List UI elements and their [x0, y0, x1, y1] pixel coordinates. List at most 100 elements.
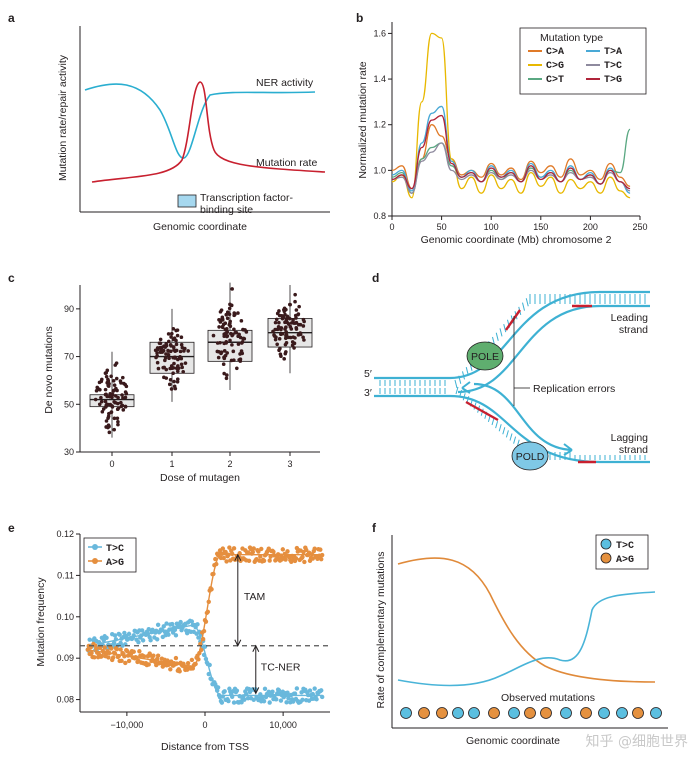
e-point	[261, 699, 267, 704]
c-point	[97, 387, 101, 392]
f-legend-dot	[600, 538, 612, 550]
c-point	[173, 355, 177, 360]
pole-label: POLE	[471, 351, 499, 363]
e-point	[112, 633, 118, 638]
c-point	[155, 360, 160, 365]
c-point	[277, 320, 281, 325]
c-point	[166, 332, 171, 336]
e-point	[161, 624, 166, 629]
f-observed-dot-ag	[488, 707, 500, 719]
c-point	[164, 367, 169, 372]
lagging-label-2: strand	[619, 444, 648, 456]
d-rung	[495, 420, 499, 429]
c-point	[112, 383, 117, 387]
c-point	[123, 390, 128, 394]
b-ytick-label: 1.4	[373, 74, 386, 84]
c-point	[293, 292, 297, 297]
e-point	[293, 556, 299, 561]
c-point	[175, 328, 180, 332]
c-point	[181, 369, 185, 374]
c-point	[240, 351, 245, 356]
c-point	[175, 380, 180, 384]
f-observed-dot-ag	[540, 707, 552, 719]
c-point	[119, 400, 123, 405]
c-point	[277, 313, 282, 318]
panel-b-ticks: 0 50 100 150 200 250 0.8 1.0 1.2 1.4 1.6	[373, 28, 647, 232]
c-point	[108, 394, 112, 399]
panel-e-ticks: 0.08 0.09 0.10 0.11 0.12 −10,000 0 10,000	[56, 529, 296, 730]
b-legend-label: C>T	[546, 75, 564, 86]
c-point	[279, 354, 283, 359]
panel-f: f Rate of complementary mutations Observ…	[372, 521, 668, 747]
c-point	[294, 320, 299, 325]
leading-label: Leading	[611, 312, 649, 324]
panel-e-points	[85, 545, 325, 705]
e-point	[234, 688, 240, 693]
c-point	[286, 335, 291, 340]
e-point	[226, 698, 231, 704]
panel-e-ylabel: Mutation frequency	[35, 577, 47, 667]
c-point	[116, 422, 120, 427]
c-point	[293, 299, 297, 304]
f-observed-dot-ag	[632, 707, 644, 719]
panel-e: e 0.08 0.09 0.10 0.11 0.12 −10,000 0 10,000 TAM…	[8, 521, 330, 753]
d-rung	[459, 389, 463, 398]
d-rung	[454, 379, 458, 389]
c-ytick-label: 90	[64, 304, 74, 314]
c-point	[111, 378, 116, 383]
pole-enzyme	[466, 341, 504, 371]
f-observed-dot-tc	[616, 707, 628, 719]
c-point	[109, 410, 114, 415]
e-point	[173, 655, 179, 661]
e-point	[137, 649, 142, 654]
c-point	[178, 349, 183, 354]
c-point	[106, 423, 111, 427]
c-point	[301, 335, 305, 340]
panel-c-label: c	[8, 271, 15, 285]
e-point	[312, 686, 317, 691]
c-point	[278, 346, 282, 351]
c-point	[163, 358, 167, 363]
e-point	[123, 660, 128, 666]
c-point	[280, 331, 285, 336]
panel-d-label: d	[372, 271, 379, 285]
c-point	[233, 330, 238, 335]
error-marks	[465, 304, 596, 464]
d-rung	[458, 375, 462, 384]
c-point	[106, 379, 111, 383]
c-point	[302, 338, 306, 342]
c-point	[121, 408, 126, 412]
e-point	[126, 631, 132, 637]
leading-template-strand	[449, 290, 650, 380]
d-rung	[455, 386, 459, 395]
c-point	[231, 332, 235, 337]
panel-f-legend	[595, 534, 649, 570]
e-point	[136, 640, 141, 645]
e-point	[164, 621, 169, 626]
e-point	[280, 547, 286, 552]
c-point	[222, 356, 227, 361]
tcner-label: TC-NER	[261, 662, 301, 674]
c-point	[221, 362, 226, 367]
t-to-c-curve	[397, 591, 656, 687]
e-point	[274, 697, 279, 702]
c-point	[282, 357, 286, 361]
b-xtick-label: 50	[437, 222, 447, 232]
c-point	[222, 341, 226, 346]
e-xtick-label: 0	[202, 720, 207, 730]
c-point	[176, 364, 180, 368]
panel-b-legend	[519, 27, 647, 95]
c-point	[113, 363, 118, 367]
e-point	[221, 555, 226, 561]
a-to-g-curve	[397, 557, 656, 683]
e-point	[104, 635, 109, 640]
five-prime-label: 5′	[364, 368, 372, 380]
f-observed-dot-ag	[524, 707, 536, 719]
e-point	[284, 700, 289, 705]
panel-b-legend-items: C>A T>A C>G T>C C>T T>G	[528, 47, 622, 86]
pold-enzyme	[511, 441, 549, 471]
c-point	[164, 352, 168, 356]
c-ytick-label: 70	[64, 352, 74, 362]
errors-label: Replication errors	[533, 383, 615, 395]
b-legend-label: T>A	[604, 47, 622, 58]
